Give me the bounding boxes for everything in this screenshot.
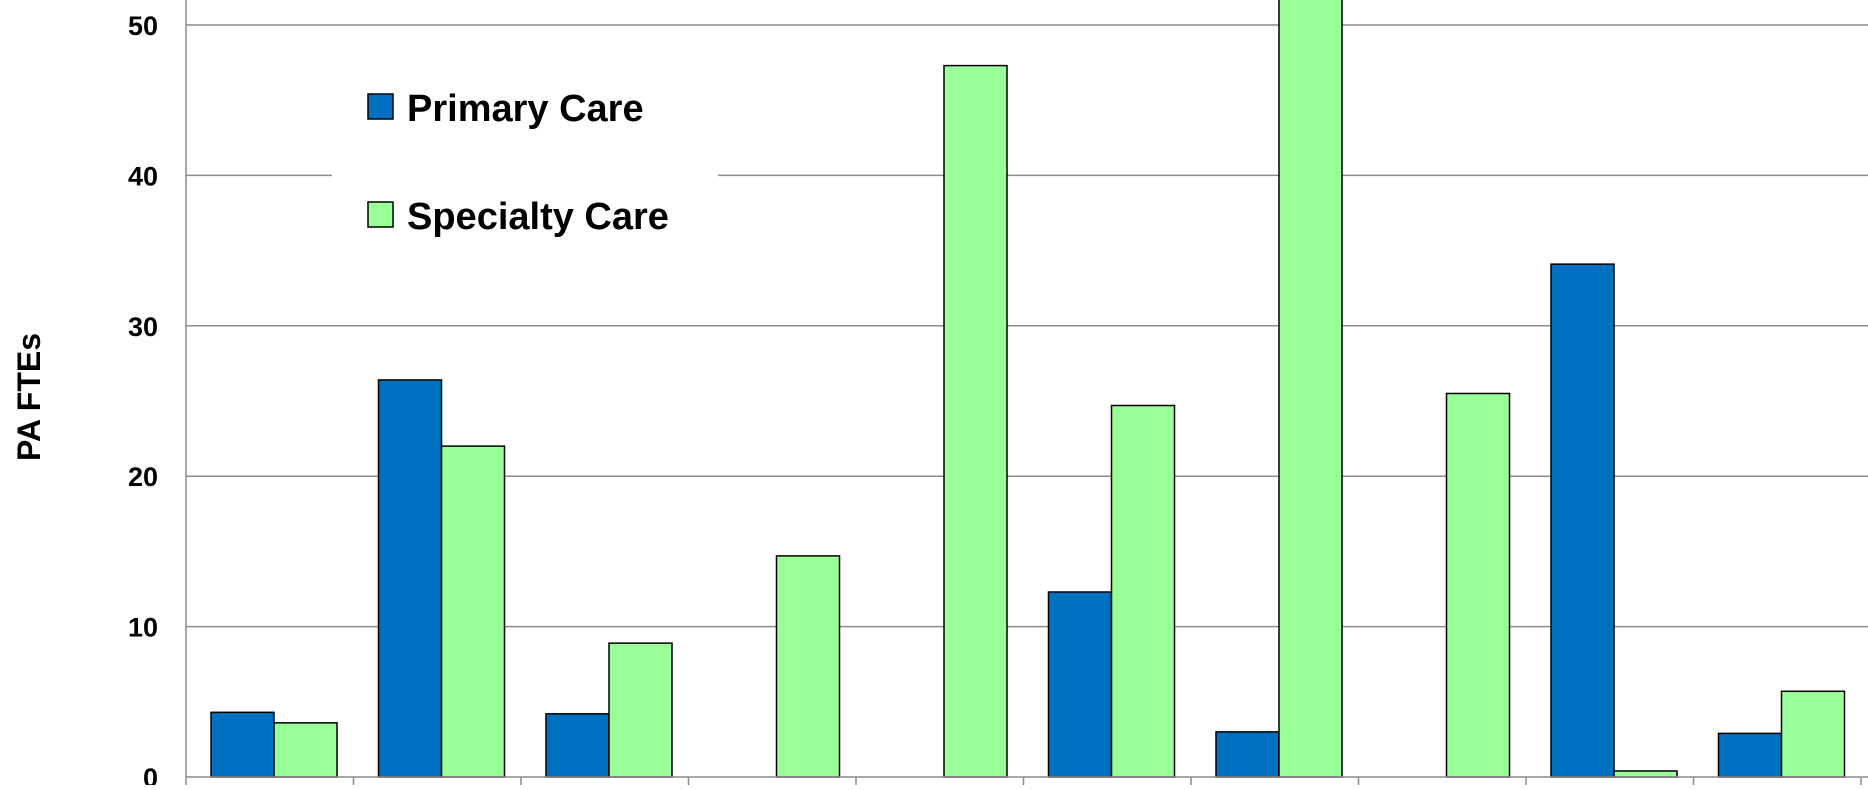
bar-specialty-care: [1278, 0, 1343, 778]
bar-specialty-care: [943, 64, 1008, 778]
legend-swatch-specialty-care: [367, 201, 394, 228]
y-tick-label: 20: [128, 462, 158, 492]
bar-primary-care: [1215, 731, 1280, 778]
bars: [210, 0, 1846, 778]
bar-specialty-care: [273, 722, 338, 778]
bar-specialty-care: [1780, 690, 1846, 778]
y-axis-title: PA FTEs: [11, 333, 47, 461]
bar-primary-care: [1550, 263, 1615, 778]
bar-primary-care: [210, 711, 275, 778]
bar-primary-care: [377, 379, 443, 778]
bar-primary-care: [1047, 591, 1113, 778]
legend-label-primary-care: Primary Care: [407, 88, 644, 130]
legend-background: [332, 70, 718, 250]
y-tick-label: 30: [128, 312, 158, 342]
bar-primary-care: [1717, 732, 1783, 778]
legend-label-specialty-care: Specialty Care: [407, 196, 669, 238]
y-tick-label: 0: [143, 763, 158, 785]
bar-primary-care: [545, 713, 610, 778]
bar-specialty-care: [440, 445, 506, 778]
bar-specialty-care: [1445, 392, 1511, 778]
bar-specialty-care: [1613, 770, 1678, 778]
bar-specialty-care: [1110, 404, 1176, 778]
axes: 0 10 20 30 40 50: [128, 0, 1868, 790]
bar-specialty-care: [775, 555, 841, 778]
legend: Primary Care Specialty Care: [332, 70, 718, 250]
y-tick-label: 50: [128, 11, 158, 41]
y-tick-label: 10: [128, 613, 158, 643]
legend-swatch-primary-care: [367, 93, 394, 120]
bar-specialty-care: [608, 642, 673, 778]
y-tick-label: 40: [128, 161, 158, 191]
